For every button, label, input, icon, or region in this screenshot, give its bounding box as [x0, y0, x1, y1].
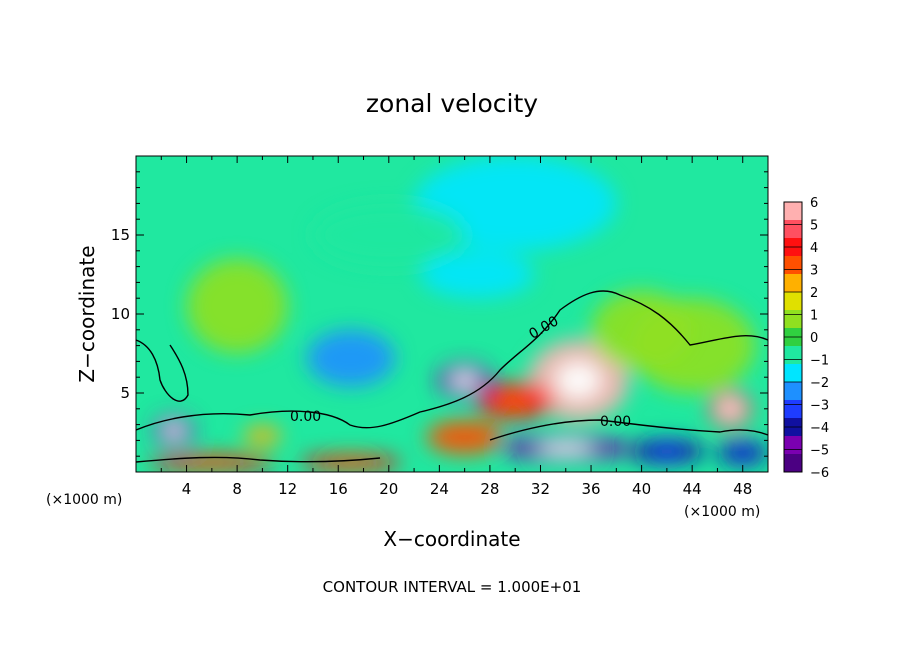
x-tick-label: 28: [480, 480, 499, 498]
field-blob: [306, 329, 396, 387]
x-unit-right: (×1000 m): [684, 504, 760, 520]
y-tick-label: 15: [111, 226, 130, 244]
x-tick-label: 8: [232, 480, 242, 498]
velocity-field: [148, 156, 768, 471]
zero-contour-surface: [136, 456, 381, 463]
field-blob: [312, 203, 465, 267]
field-blob-core: [720, 400, 740, 418]
field-blob: [243, 426, 282, 446]
colorbar-tick-label: 3: [810, 264, 818, 279]
field-blob: [414, 156, 617, 251]
colorbar-segment: [784, 202, 802, 221]
colorbar-segment: [784, 454, 802, 473]
colorbar-tick-label: −3: [810, 399, 829, 414]
colorbar-tick-label: 0: [810, 331, 818, 346]
colorbar-tick-label: 6: [810, 196, 818, 211]
contour-label: 0.00: [290, 409, 321, 425]
field-blob-core: [649, 445, 684, 458]
colorbar-tick-label: 4: [810, 241, 818, 256]
colorbar-segment: [784, 382, 802, 401]
x-tick-label: 40: [632, 480, 651, 498]
x-tick-label: 20: [379, 480, 398, 498]
colorbar-tick-label: 1: [810, 309, 818, 324]
x-tick-label: 32: [531, 480, 550, 498]
colorbar-segment: [784, 310, 802, 329]
colorbar-segment: [784, 346, 802, 365]
field-blob-core: [183, 458, 241, 467]
colorbar-frame: [783, 201, 803, 473]
colorbar-tick-label: −6: [810, 466, 829, 481]
field-blob: [186, 258, 288, 354]
y-axis-label: Z−coordinate: [75, 245, 99, 382]
y-tick-label: 5: [120, 384, 130, 402]
colorbar-segment: [784, 256, 802, 275]
x-tick-label: 36: [581, 480, 600, 498]
colorbar-tick-label: 2: [810, 286, 818, 301]
field-blob: [420, 250, 535, 299]
field-blob-core: [555, 361, 602, 399]
contour-label: 0.00: [600, 414, 631, 430]
colorbar-tick-label: −5: [810, 444, 829, 459]
y-axis: 5 10 15: [111, 171, 768, 457]
field-blob: [591, 290, 693, 370]
y-tick-label: 10: [111, 305, 130, 323]
colorbar-tick-label: 5: [810, 219, 818, 234]
field-blob: [426, 419, 503, 455]
zero-contour-left: [136, 339, 189, 402]
x-tick-label: 44: [683, 480, 702, 498]
field-blob-core: [731, 447, 755, 459]
colorbar-segment: [784, 364, 802, 383]
colorbar-tick-label: −2: [810, 376, 829, 391]
colorbar-tick-label: −4: [810, 421, 829, 436]
x-axis: 4 8 12 16 20 24 28 32 36 40 44 48: [160, 156, 752, 498]
colorbar-tick-label: −1: [810, 354, 829, 369]
x-tick-label: 4: [182, 480, 192, 498]
x-unit-left: (×1000 m): [46, 492, 122, 508]
x-axis-label: X−coordinate: [383, 527, 520, 551]
colorbar-segment: [784, 292, 802, 311]
contour-interval-caption: CONTOUR INTERVAL = 1.000E+01: [323, 578, 582, 596]
field-blob-core: [452, 372, 478, 389]
zero-contours: [136, 290, 768, 463]
zero-contour-lower: [489, 419, 768, 441]
zero-contour-main: [136, 290, 768, 431]
field-blob-core: [498, 392, 533, 410]
colorbar-segment: [784, 400, 802, 419]
x-tick-label: 24: [430, 480, 449, 498]
plot-area: 0.00 0.00 0.00: [136, 156, 768, 472]
colorbar-segment: [784, 436, 802, 455]
x-tick-label: 48: [733, 480, 752, 498]
field-blob-core: [164, 423, 184, 439]
colorbar: 6 5 4 3 2 1 0 −1 −2 −3 −4 −5 −6: [784, 196, 829, 481]
chart-title: zonal velocity: [366, 89, 538, 118]
colorbar-segment: [784, 274, 802, 293]
colorbar-segment: [784, 220, 802, 239]
x-tick-label: 16: [329, 480, 348, 498]
field-blob-core: [537, 442, 595, 454]
x-tick-label: 12: [278, 480, 297, 498]
